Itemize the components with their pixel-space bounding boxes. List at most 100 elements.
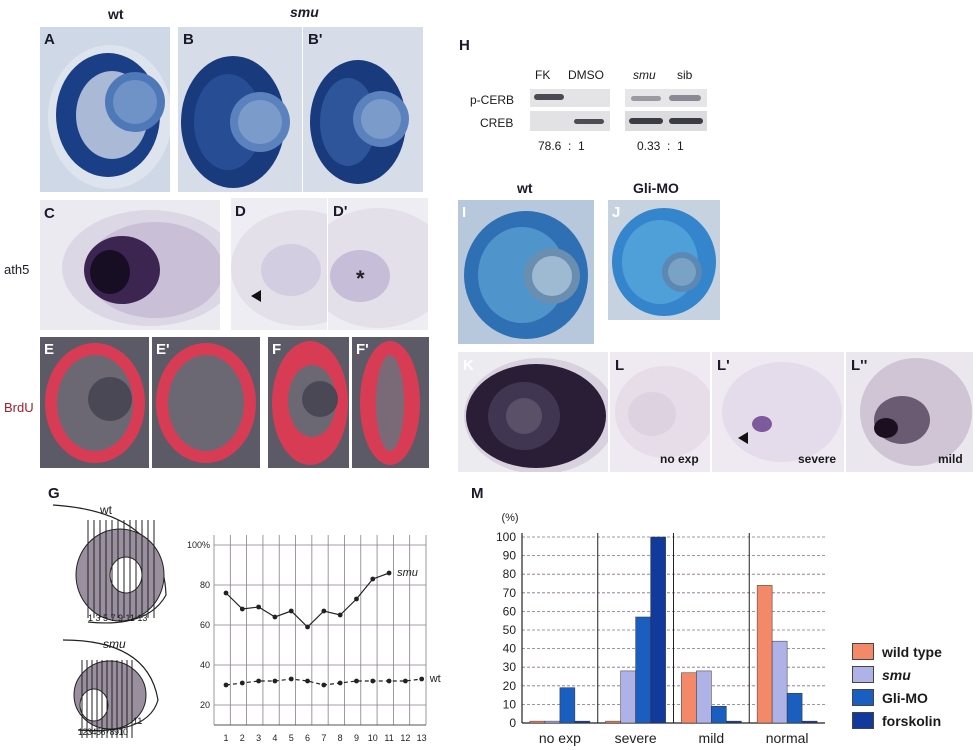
chart-G-ytick-label: 60 bbox=[200, 620, 210, 630]
chart-G-xtick-label: 7 bbox=[321, 733, 326, 743]
chart-G-point-smu bbox=[305, 624, 310, 630]
chart-M-bar bbox=[650, 536, 666, 724]
blot-strip-pcerb-left bbox=[530, 89, 610, 107]
panel-F-prime-image bbox=[352, 337, 429, 468]
panel-label-I: I bbox=[462, 204, 467, 221]
schematic-smu-label: smu bbox=[103, 637, 126, 651]
chart-G-xtick-label: 6 bbox=[305, 733, 310, 743]
chart-M-bar bbox=[559, 687, 576, 724]
panel-J-image bbox=[608, 200, 720, 320]
chart-G-point-wt bbox=[321, 682, 327, 688]
chart-M-xtick-label: mild bbox=[699, 730, 725, 746]
legend-label: forskolin bbox=[882, 712, 942, 729]
chart-G-xtick-label: 4 bbox=[272, 733, 277, 743]
chart-M-legend: wild type smu Gli-MO forskolin bbox=[852, 640, 974, 732]
panel-E-prime-image bbox=[152, 337, 260, 468]
panel-label-L: L bbox=[615, 357, 625, 374]
chart-G-series-label: wt bbox=[429, 673, 441, 685]
chart-M-bar bbox=[726, 720, 742, 724]
panel-label-D-prime: D' bbox=[333, 203, 348, 220]
chart-M-bar bbox=[696, 670, 712, 724]
chart-G-ytick-label: 100% bbox=[187, 540, 210, 550]
ratio-left: 78.6 : 1 bbox=[538, 139, 585, 153]
row-label-brdu: BrdU bbox=[4, 400, 34, 415]
panel-label-F-prime: F' bbox=[356, 341, 369, 358]
blot-strip-creb-right bbox=[625, 111, 707, 131]
panel-L-image bbox=[610, 352, 710, 472]
chart-G-point-wt bbox=[419, 676, 425, 682]
chart-M-bar bbox=[605, 720, 621, 724]
panel-label-G: G bbox=[48, 485, 60, 502]
chart-G-ytick-label: 20 bbox=[200, 700, 210, 710]
chart-G-point-smu bbox=[370, 576, 376, 582]
chart-G-point-wt bbox=[288, 676, 294, 682]
panel-E-image bbox=[40, 337, 149, 468]
panel-C-image bbox=[40, 200, 220, 330]
chart-G-xtick-label: 9 bbox=[354, 733, 359, 743]
panel-label-H: H bbox=[459, 37, 470, 54]
panel-A-image bbox=[40, 27, 170, 192]
chart-M-bar bbox=[801, 720, 818, 724]
panel-label-J: J bbox=[612, 204, 621, 221]
panel-label-F: F bbox=[272, 341, 282, 358]
chart-M-bar bbox=[771, 640, 788, 724]
chart-M-bar bbox=[786, 692, 803, 724]
schematic-wt-numbers: 1 3 5 7 9 11 13 bbox=[88, 613, 148, 623]
row-label-ath5: ath5 bbox=[4, 262, 30, 277]
chart-M-xtick-label: no exp bbox=[539, 730, 581, 746]
chart-M-bar bbox=[620, 670, 636, 724]
chart-G-point-wt bbox=[239, 680, 245, 686]
panel-L-dprime-image bbox=[846, 352, 973, 472]
blot-strip-creb-left bbox=[530, 111, 610, 131]
chart-G-series-label: smu bbox=[397, 567, 418, 579]
panel-label-B: B bbox=[183, 31, 194, 48]
chart-G-ytick-label: 80 bbox=[200, 580, 210, 590]
legend-swatch bbox=[852, 712, 874, 729]
legend-label: Gli-MO bbox=[882, 689, 928, 706]
chart-M-bar bbox=[681, 672, 697, 724]
header-smu-top: smu bbox=[290, 4, 319, 20]
chart-G-point-wt bbox=[354, 678, 359, 684]
panel-D-prime-image: * bbox=[328, 198, 428, 330]
svg-text:*: * bbox=[356, 266, 365, 291]
panel-label-C: C bbox=[44, 205, 55, 222]
chart-G-xtick-label: 5 bbox=[289, 733, 294, 743]
chart-M-bar bbox=[635, 616, 651, 724]
chart-G-point-wt bbox=[370, 678, 376, 684]
panel-label-L-dprime: L'' bbox=[851, 357, 868, 374]
caption-mild: mild bbox=[938, 452, 963, 466]
header-wt-top: wt bbox=[108, 6, 124, 22]
panel-label-K: K bbox=[463, 357, 474, 374]
schematic-smu-extra: 11 bbox=[133, 716, 143, 726]
chart-M-ytick-label: 90 bbox=[503, 549, 517, 563]
chart-G-xtick-label: 12 bbox=[400, 733, 410, 743]
chart-M-ytick-label: 60 bbox=[503, 604, 517, 618]
lane-label-sib: sib bbox=[677, 68, 693, 82]
chart-M-ytick-label: 50 bbox=[503, 623, 517, 637]
chart-M-ytick-label: 70 bbox=[503, 586, 517, 600]
chart-G-xtick-label: 11 bbox=[384, 733, 393, 743]
header-wt-IJ: wt bbox=[517, 180, 533, 196]
schematic-wt-label: wt bbox=[100, 503, 112, 517]
panel-L-prime-image bbox=[712, 352, 844, 472]
chart-G-point-wt bbox=[337, 680, 343, 686]
chart-M-legend-item: Gli-MO bbox=[852, 686, 974, 709]
chart-G-point-wt bbox=[386, 678, 392, 684]
chart-M-bar bbox=[711, 706, 727, 724]
chart-G-point-wt bbox=[305, 678, 310, 684]
chart-G-point-smu bbox=[239, 606, 245, 612]
chart-G-series-line-smu bbox=[225, 572, 390, 628]
lane-label-dmso: DMSO bbox=[568, 68, 604, 82]
chart-G-point-smu bbox=[272, 614, 278, 620]
panel-G-schematic bbox=[52, 504, 167, 738]
legend-label: smu bbox=[882, 666, 911, 683]
caption-severe: severe bbox=[798, 452, 837, 466]
chart-M-ylabel: (%) bbox=[501, 512, 518, 524]
chart-G-xtick-label: 3 bbox=[256, 733, 261, 743]
chart-G-xtick-label: 8 bbox=[338, 733, 343, 743]
panel-D-image bbox=[231, 198, 327, 330]
row-label-pcerb: p-CERB bbox=[470, 93, 515, 107]
chart-M-bar bbox=[529, 720, 546, 724]
panel-label-E: E bbox=[44, 341, 55, 358]
panel-label-B-prime: B' bbox=[308, 31, 323, 48]
